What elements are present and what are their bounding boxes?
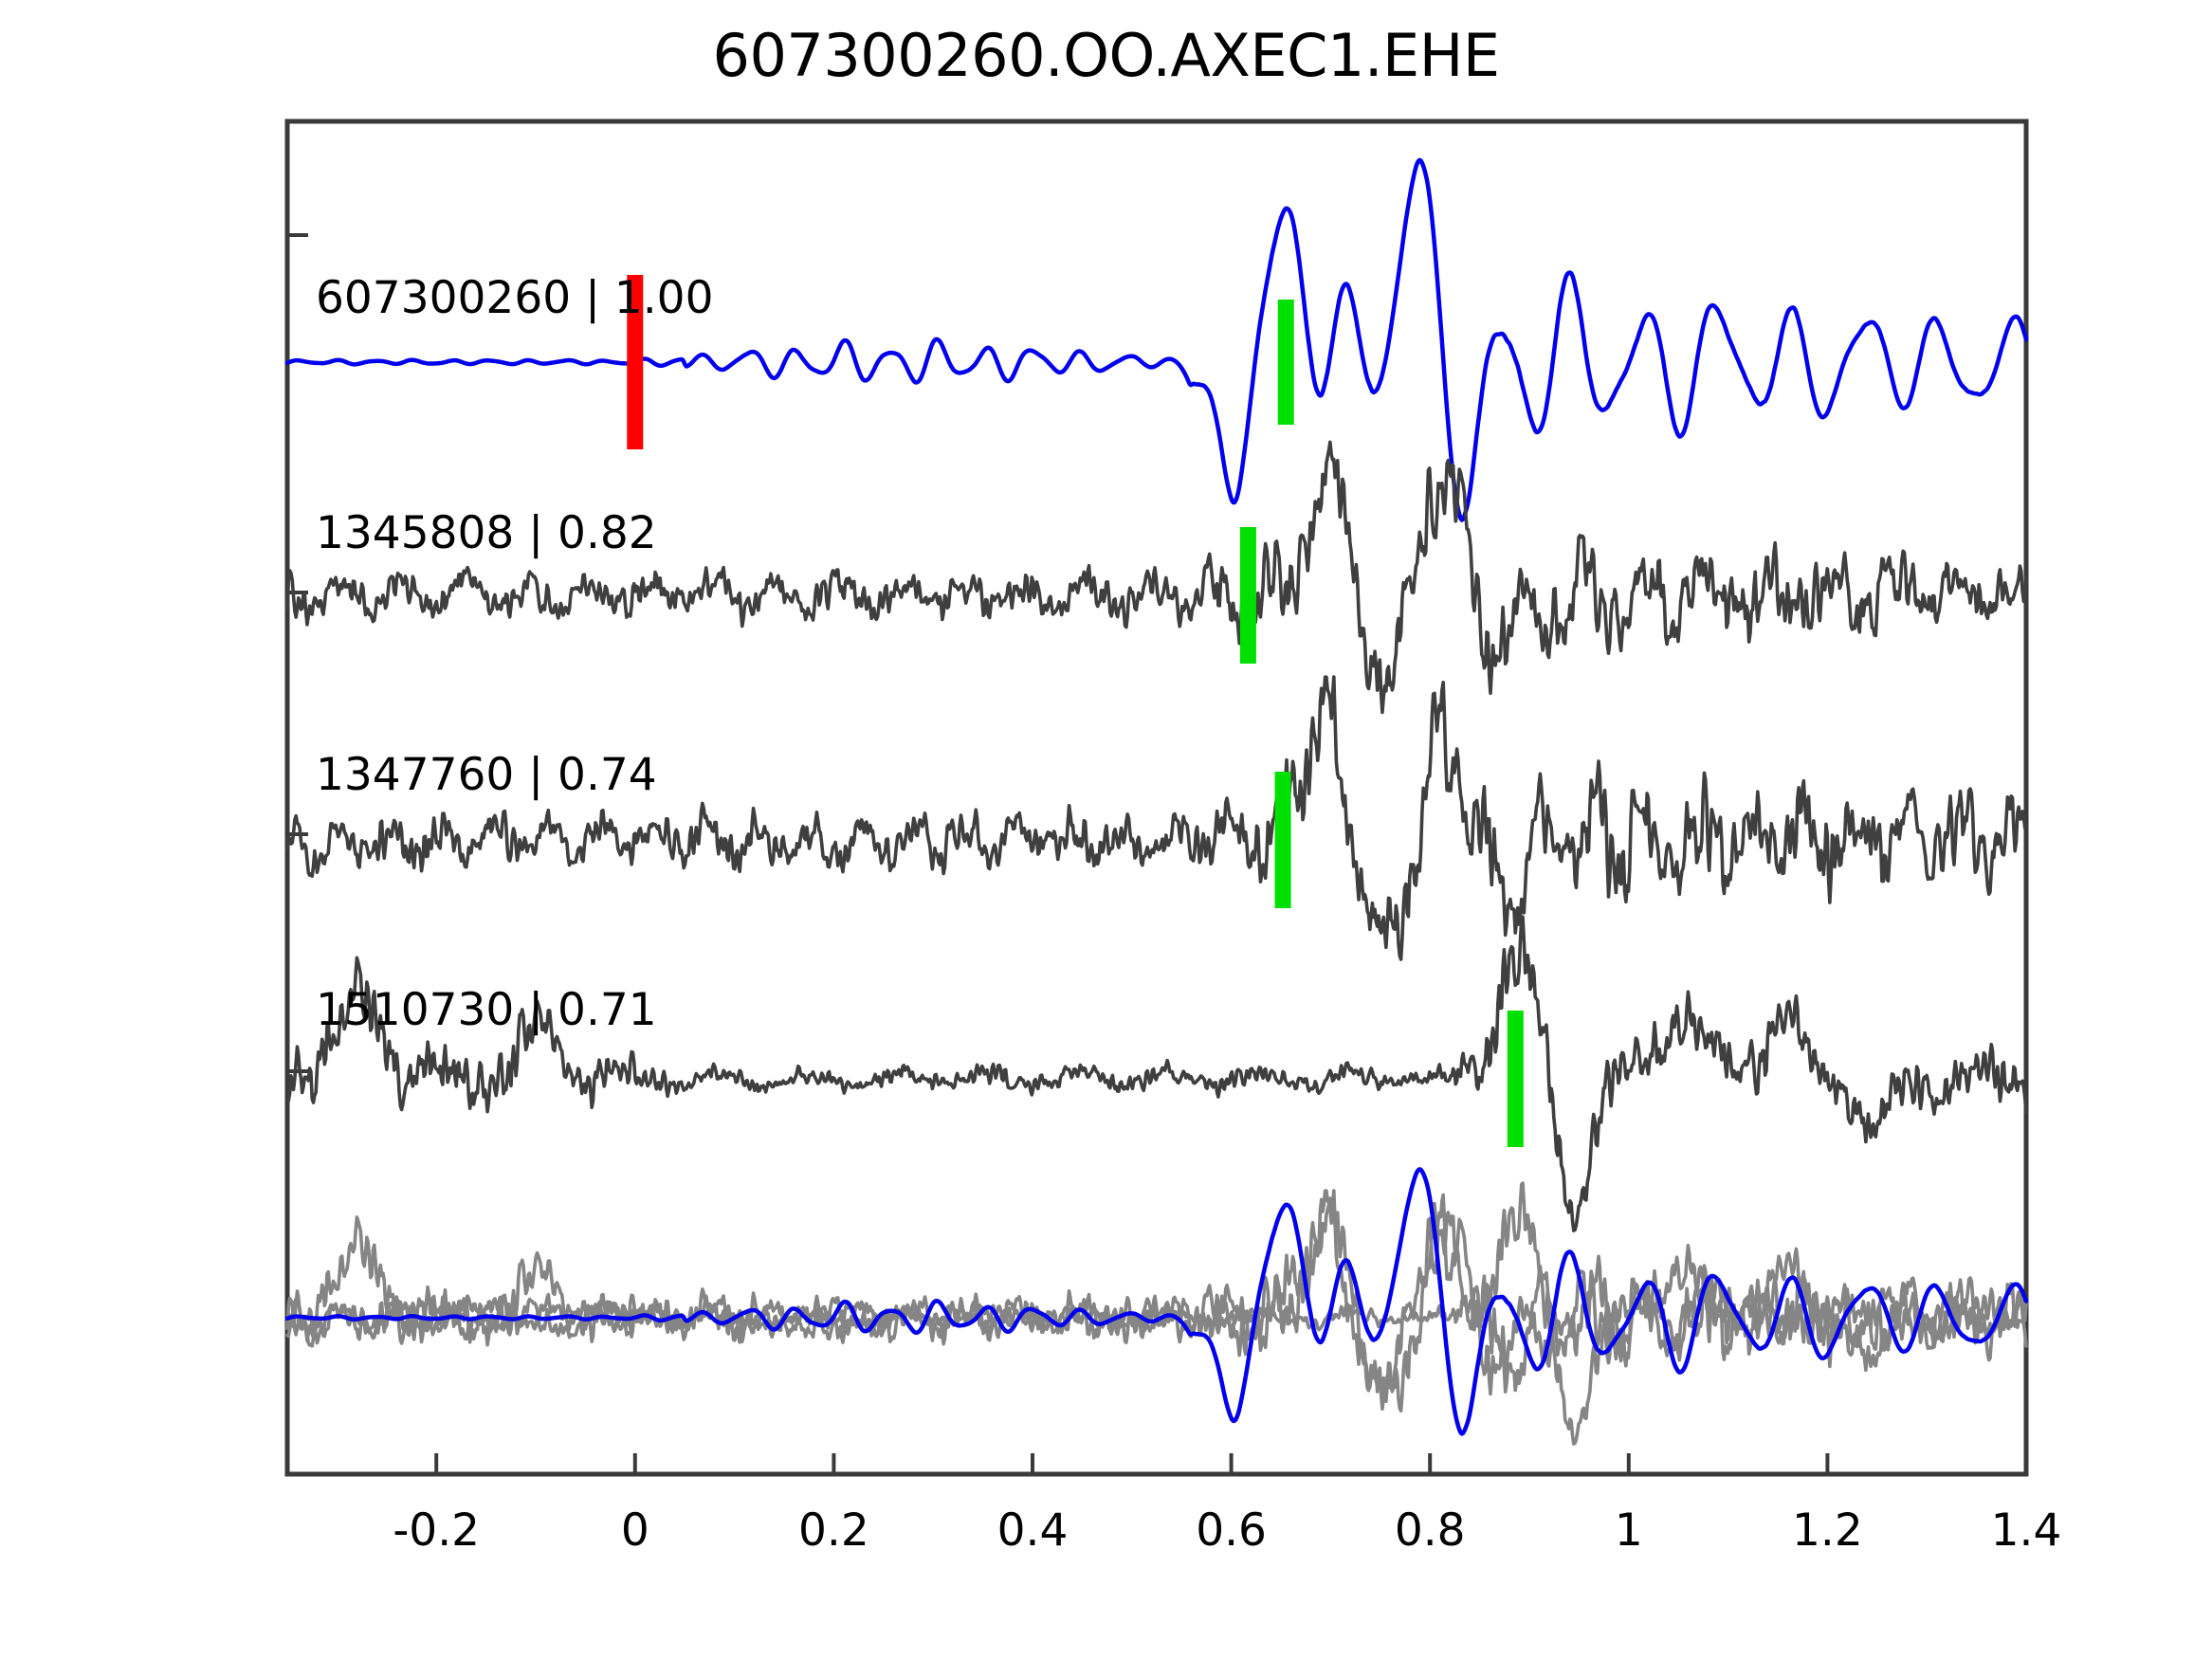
x-tick-label-5: 0.8	[1395, 1504, 1466, 1557]
x-tick-label-7: 1.2	[1792, 1504, 1863, 1557]
trace-label-1345808: 1345808 | 0.82	[316, 507, 657, 559]
x-tick-label-6: 1	[1615, 1504, 1643, 1557]
x-tick-label-0: -0.2	[393, 1504, 480, 1557]
trace-label-607300260: 607300260 | 1.00	[316, 272, 714, 324]
trace-line-1347760	[285, 675, 2028, 961]
x-tick-label-4: 0.6	[1196, 1504, 1267, 1557]
trace-line-1510730	[285, 915, 2028, 1232]
trace-label-1510730: 1510730 | 0.71	[316, 984, 657, 1036]
x-tick-label-3: 0.4	[997, 1504, 1069, 1557]
page-title: 607300260.OO.AXEC1.EHE	[712, 21, 1501, 90]
x-tick-label-8: 1.4	[1991, 1504, 2062, 1557]
x-tick-label-1: 0	[621, 1504, 649, 1557]
plot-frame	[284, 118, 2029, 1477]
trace-line-1345808	[285, 440, 2028, 715]
trace-line-607300260	[284, 157, 2029, 522]
trace-label-1347760: 1347760 | 0.74	[316, 749, 657, 801]
overlay-trace-607300260	[284, 1167, 2029, 1436]
x-tick-label-2: 0.2	[798, 1504, 869, 1557]
